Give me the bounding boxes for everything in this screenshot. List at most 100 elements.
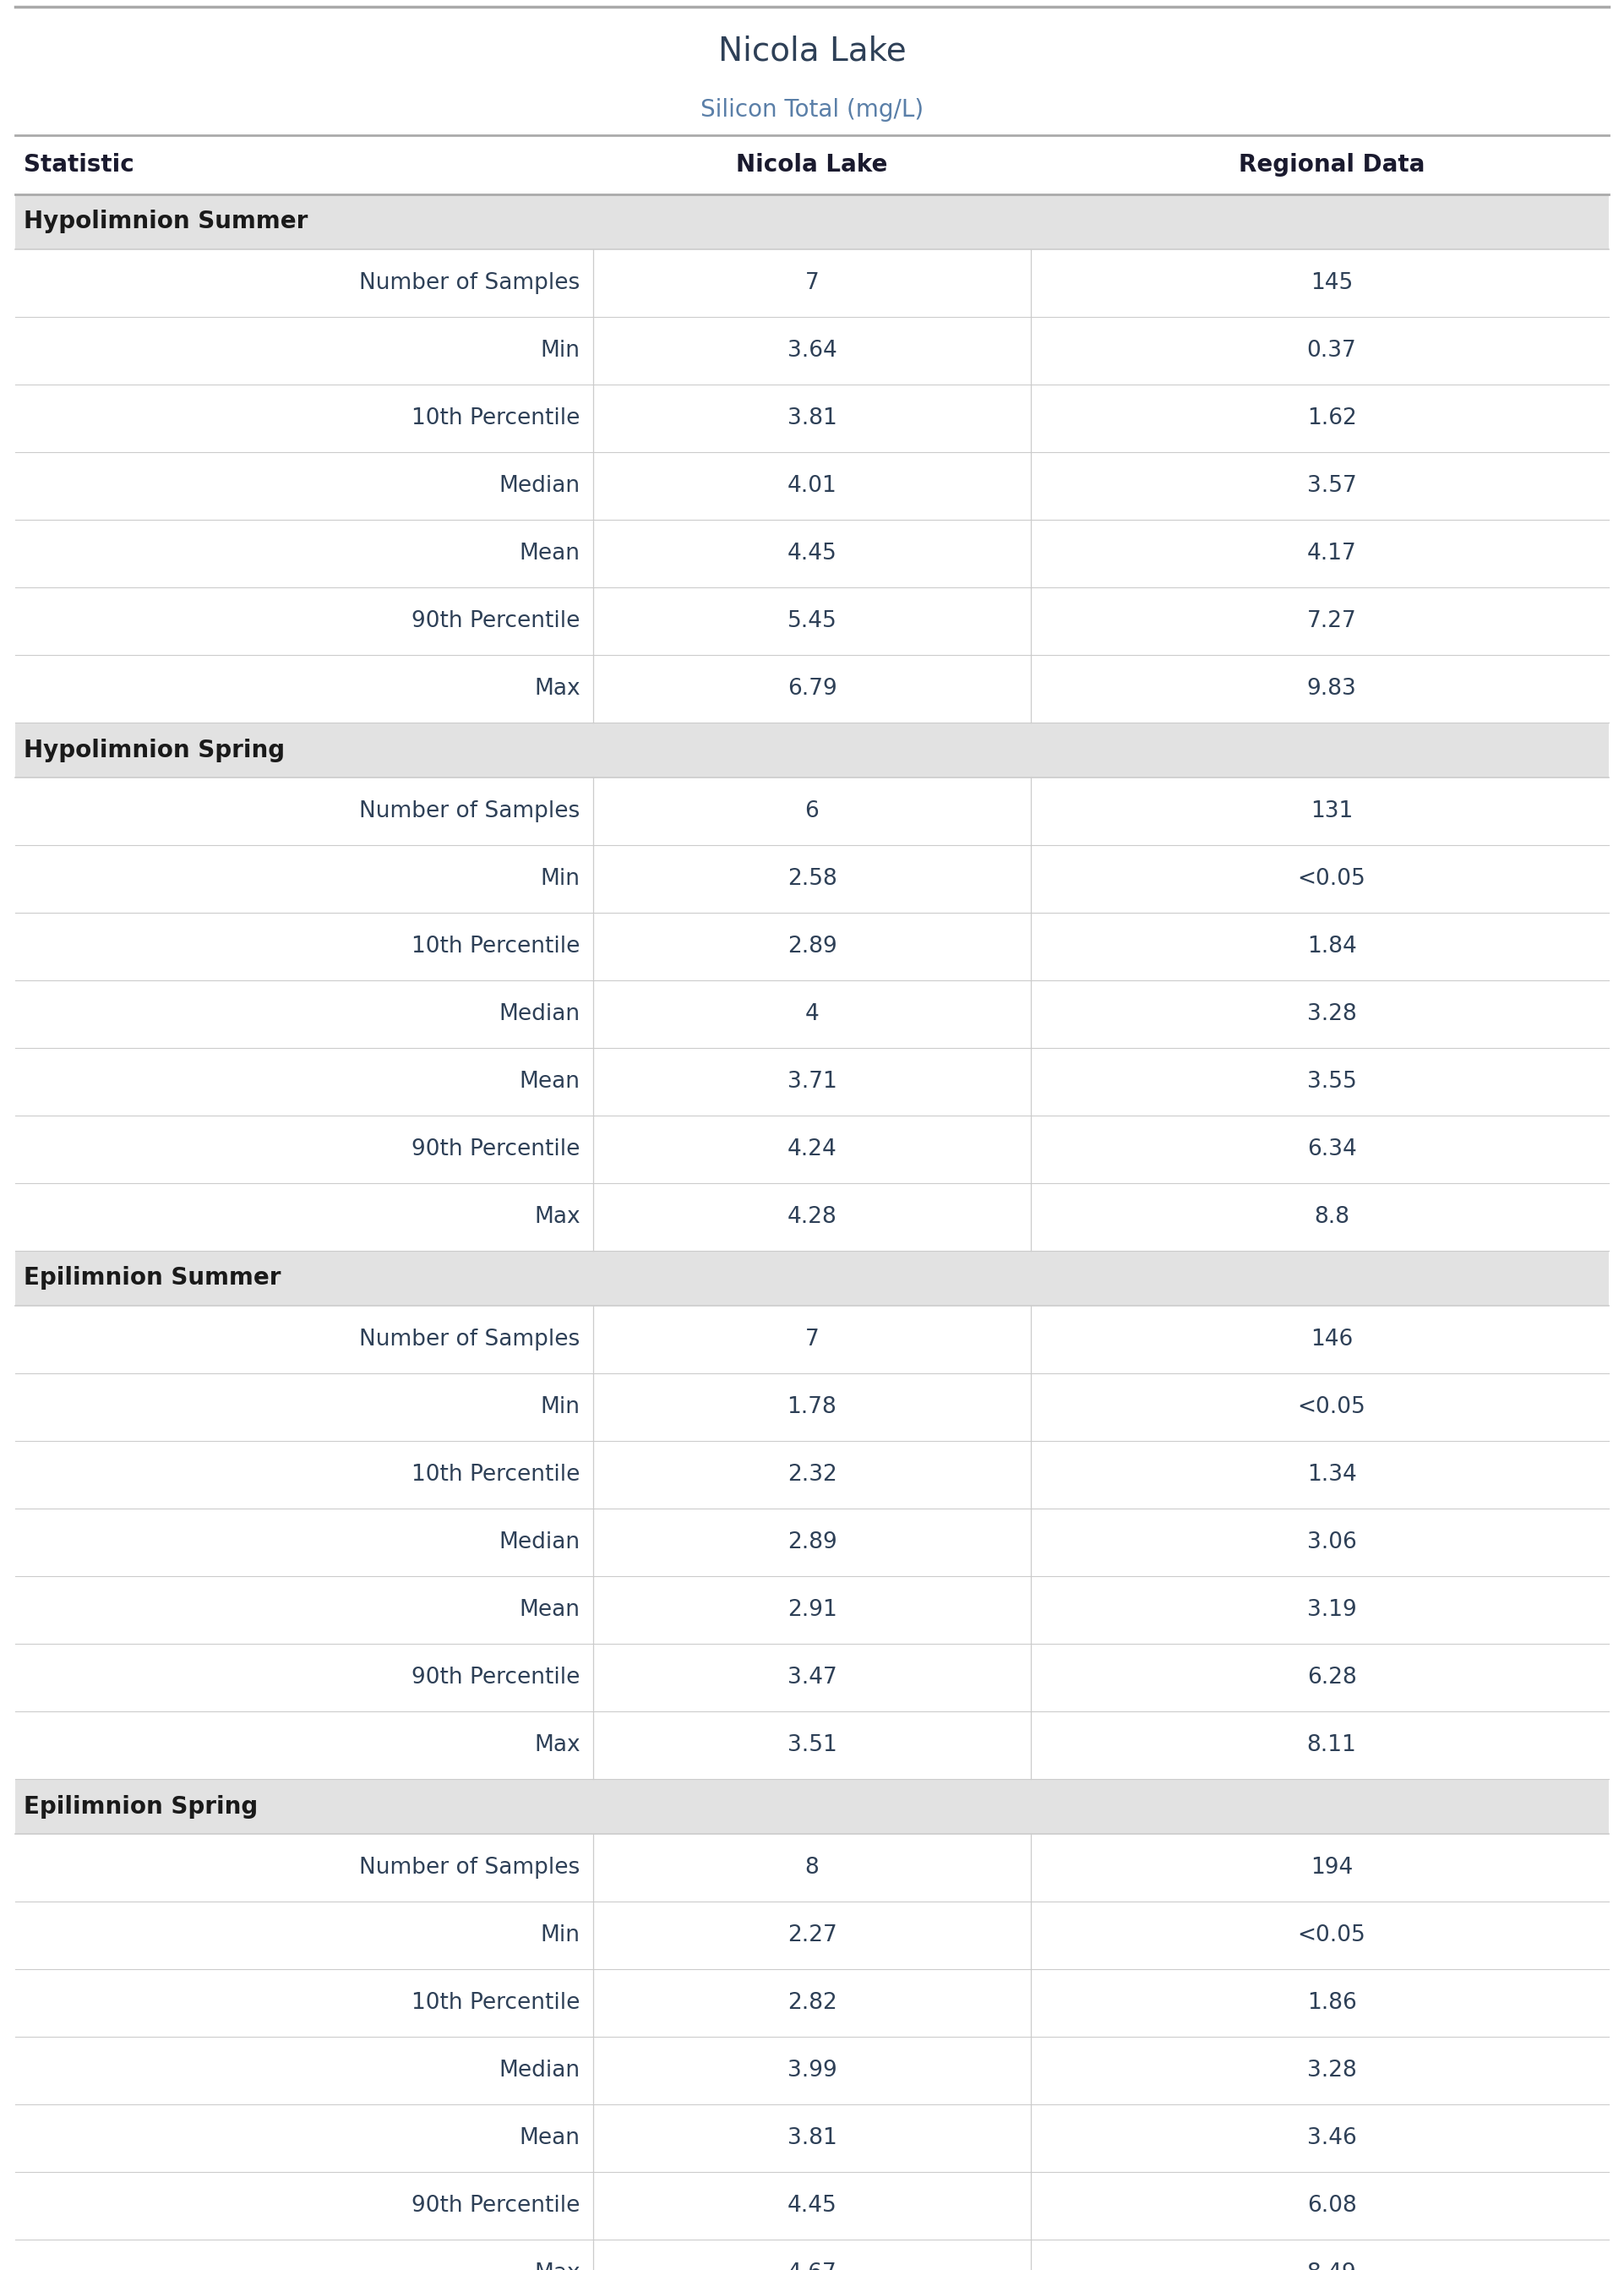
Text: 3.46: 3.46 bbox=[1307, 2127, 1356, 2150]
Text: Min: Min bbox=[541, 340, 580, 361]
Text: 3.71: 3.71 bbox=[788, 1071, 836, 1092]
Bar bbox=[15, 1115, 1609, 1183]
Text: Min: Min bbox=[541, 1925, 580, 1945]
Text: 10th Percentile: 10th Percentile bbox=[411, 406, 580, 429]
Text: 8.49: 8.49 bbox=[1307, 2263, 1356, 2270]
Text: <0.05: <0.05 bbox=[1298, 1925, 1366, 1945]
Bar bbox=[15, 2104, 1609, 2172]
Text: Max: Max bbox=[534, 679, 580, 699]
Text: Nicola Lake: Nicola Lake bbox=[718, 34, 906, 66]
Text: 4.45: 4.45 bbox=[788, 543, 836, 565]
Bar bbox=[15, 2036, 1609, 2104]
Text: 2.82: 2.82 bbox=[788, 1993, 836, 2013]
Text: 1.84: 1.84 bbox=[1307, 935, 1356, 958]
Text: 8.11: 8.11 bbox=[1307, 1734, 1356, 1757]
Bar bbox=[15, 1902, 1609, 1968]
Text: Min: Min bbox=[541, 1396, 580, 1419]
Text: Number of Samples: Number of Samples bbox=[359, 801, 580, 822]
Bar bbox=[15, 1643, 1609, 1712]
Text: 3.81: 3.81 bbox=[788, 406, 836, 429]
Text: Epilimnion Spring: Epilimnion Spring bbox=[24, 1796, 258, 1818]
Bar bbox=[15, 1373, 1609, 1441]
Bar bbox=[15, 1510, 1609, 1575]
Text: 4.28: 4.28 bbox=[788, 1205, 836, 1228]
Text: Max: Max bbox=[534, 1734, 580, 1757]
Text: 2.89: 2.89 bbox=[788, 935, 836, 958]
Text: 2.27: 2.27 bbox=[788, 1925, 836, 1945]
Text: Min: Min bbox=[541, 867, 580, 890]
Text: Mean: Mean bbox=[520, 1071, 580, 1092]
Text: 90th Percentile: 90th Percentile bbox=[411, 2195, 580, 2218]
Text: 1.78: 1.78 bbox=[788, 1396, 836, 1419]
Text: 3.64: 3.64 bbox=[788, 340, 836, 361]
Text: Hypolimnion Summer: Hypolimnion Summer bbox=[24, 211, 309, 234]
Text: Regional Data: Regional Data bbox=[1239, 152, 1424, 177]
Bar bbox=[15, 384, 1609, 452]
Text: 3.06: 3.06 bbox=[1307, 1532, 1356, 1553]
Text: 1.62: 1.62 bbox=[1307, 406, 1356, 429]
Text: 3.55: 3.55 bbox=[1307, 1071, 1356, 1092]
Text: 10th Percentile: 10th Percentile bbox=[411, 1993, 580, 2013]
Text: 3.51: 3.51 bbox=[788, 1734, 836, 1757]
Text: Median: Median bbox=[499, 1532, 580, 1553]
Text: Statistic: Statistic bbox=[24, 152, 135, 177]
Text: 2.91: 2.91 bbox=[788, 1598, 836, 1621]
Text: Number of Samples: Number of Samples bbox=[359, 272, 580, 295]
Text: 90th Percentile: 90th Percentile bbox=[411, 1666, 580, 1689]
Text: Silicon Total (mg/L): Silicon Total (mg/L) bbox=[700, 98, 924, 123]
Text: 1.34: 1.34 bbox=[1307, 1464, 1356, 1487]
Bar bbox=[15, 136, 1609, 195]
Text: 6.34: 6.34 bbox=[1307, 1137, 1356, 1160]
Bar bbox=[15, 1049, 1609, 1115]
Text: 90th Percentile: 90th Percentile bbox=[411, 1137, 580, 1160]
Text: 4.01: 4.01 bbox=[788, 474, 836, 497]
Text: 9.83: 9.83 bbox=[1307, 679, 1356, 699]
Text: 194: 194 bbox=[1311, 1857, 1353, 1880]
Text: 4.67: 4.67 bbox=[788, 2263, 836, 2270]
Text: Number of Samples: Number of Samples bbox=[359, 1328, 580, 1351]
Text: 146: 146 bbox=[1311, 1328, 1353, 1351]
Bar bbox=[15, 588, 1609, 656]
Text: Mean: Mean bbox=[520, 2127, 580, 2150]
Bar bbox=[15, 318, 1609, 384]
Text: 3.99: 3.99 bbox=[788, 2059, 836, 2082]
Text: 0.37: 0.37 bbox=[1307, 340, 1356, 361]
Bar bbox=[15, 520, 1609, 588]
Bar bbox=[15, 1441, 1609, 1510]
Text: Median: Median bbox=[499, 1003, 580, 1026]
Text: 8: 8 bbox=[806, 1857, 818, 1880]
Text: Number of Samples: Number of Samples bbox=[359, 1857, 580, 1880]
Text: 5.45: 5.45 bbox=[788, 611, 836, 631]
Text: 3.28: 3.28 bbox=[1307, 1003, 1356, 1026]
Text: 145: 145 bbox=[1311, 272, 1353, 295]
Bar bbox=[15, 1251, 1609, 1305]
Text: 4.17: 4.17 bbox=[1307, 543, 1356, 565]
Bar bbox=[15, 1834, 1609, 1902]
Bar bbox=[15, 2172, 1609, 2240]
Text: Median: Median bbox=[499, 2059, 580, 2082]
Text: 1.86: 1.86 bbox=[1307, 1993, 1356, 2013]
Text: 3.57: 3.57 bbox=[1307, 474, 1356, 497]
Text: 10th Percentile: 10th Percentile bbox=[411, 1464, 580, 1487]
Bar bbox=[15, 913, 1609, 981]
Text: 4: 4 bbox=[806, 1003, 818, 1026]
Text: 2.32: 2.32 bbox=[788, 1464, 836, 1487]
Text: 90th Percentile: 90th Percentile bbox=[411, 611, 580, 631]
Text: 2.89: 2.89 bbox=[788, 1532, 836, 1553]
Text: Mean: Mean bbox=[520, 1598, 580, 1621]
Text: 10th Percentile: 10th Percentile bbox=[411, 935, 580, 958]
Bar bbox=[15, 722, 1609, 779]
Text: 6: 6 bbox=[806, 801, 818, 822]
Bar bbox=[15, 1780, 1609, 1834]
Text: Max: Max bbox=[534, 1205, 580, 1228]
Text: 3.28: 3.28 bbox=[1307, 2059, 1356, 2082]
Text: Mean: Mean bbox=[520, 543, 580, 565]
Text: 131: 131 bbox=[1311, 801, 1353, 822]
Text: Nicola Lake: Nicola Lake bbox=[736, 152, 888, 177]
Text: 7: 7 bbox=[806, 1328, 818, 1351]
Text: 4.45: 4.45 bbox=[788, 2195, 836, 2218]
Text: 6.79: 6.79 bbox=[788, 679, 836, 699]
Text: Epilimnion Summer: Epilimnion Summer bbox=[24, 1267, 281, 1289]
Bar bbox=[15, 779, 1609, 844]
Text: 7.27: 7.27 bbox=[1307, 611, 1356, 631]
